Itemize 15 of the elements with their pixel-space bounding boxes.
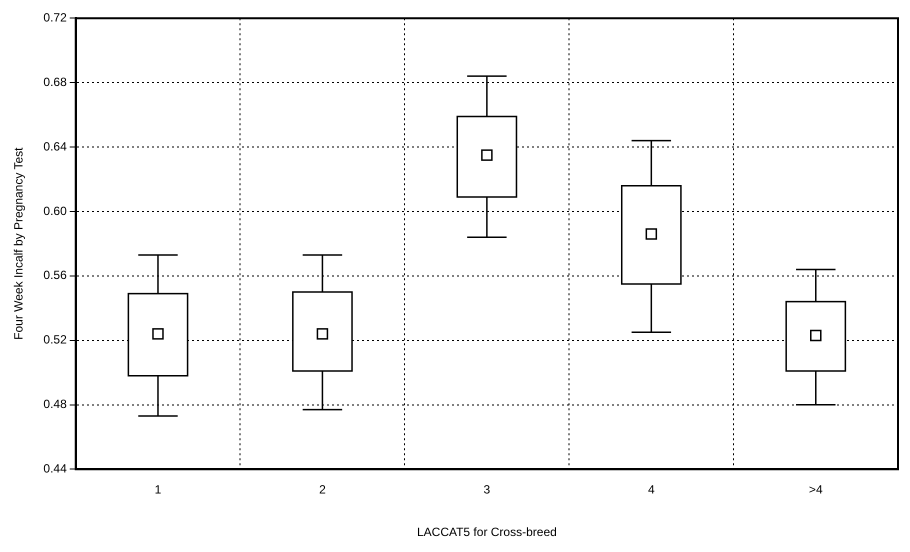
y-tick-label: 0.72 [43,10,68,25]
y-tick-label: 0.60 [43,204,68,218]
x-axis-title: LACCAT5 for Cross-breed [416,525,557,540]
x-tick-label: 3 [484,482,491,497]
x-tick-label: >4 [808,482,823,497]
y-tick-label: 0.44 [43,462,68,476]
y-tick-label: 0.68 [43,74,68,89]
y-tick-label: 0.52 [43,332,68,347]
y-tick-label: 0.64 [43,139,68,154]
y-axis-title: Four Week Incalf by Pregnancy Test [12,146,26,340]
x-tick-label: 1 [154,482,162,497]
y-tick-label: 0.48 [43,397,68,412]
x-tick-label: 4 [648,482,655,497]
x-tick-label: 2 [319,482,326,497]
y-tick-label: 0.56 [43,268,68,282]
